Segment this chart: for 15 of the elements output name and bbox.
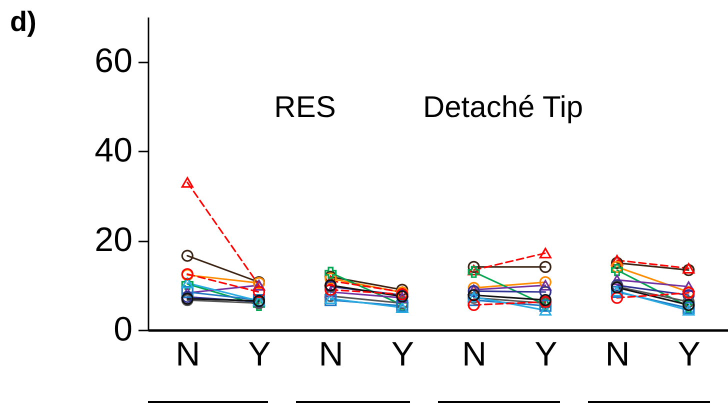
y-tick-label: 0 bbox=[114, 310, 132, 348]
chart-title: d) bbox=[10, 6, 36, 37]
x-tick-label: N bbox=[462, 336, 487, 374]
x-tick-label: Y bbox=[534, 336, 558, 374]
x-tick-label: Y bbox=[678, 336, 700, 374]
x-tick-label: N bbox=[176, 336, 200, 374]
y-tick-label: 60 bbox=[94, 42, 132, 80]
annotation: Detaché Tip bbox=[422, 91, 584, 124]
annotation: RES bbox=[274, 91, 336, 124]
x-tick-label: Y bbox=[391, 336, 414, 374]
x-tick-label: N bbox=[605, 336, 630, 374]
y-tick-label: 20 bbox=[94, 221, 132, 260]
y-tick-label: 40 bbox=[94, 132, 132, 170]
x-tick-label: Y bbox=[248, 336, 271, 374]
x-tick-label: N bbox=[318, 336, 344, 374]
